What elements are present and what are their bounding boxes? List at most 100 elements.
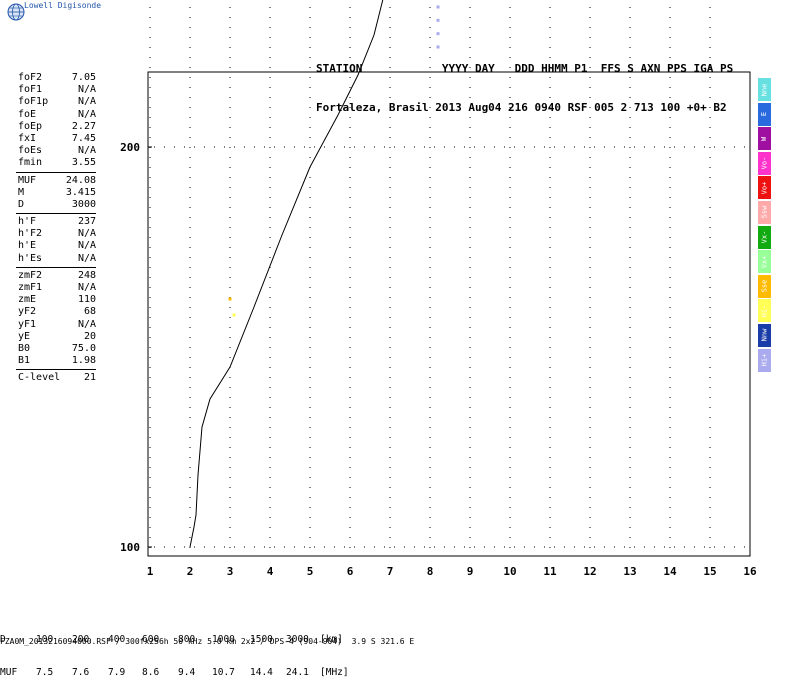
grid-dot	[310, 77, 311, 78]
grid-dot	[590, 297, 591, 298]
grid-dot	[590, 47, 591, 48]
grid-dot	[230, 227, 231, 228]
grid-dot	[350, 467, 351, 468]
grid-dot	[190, 67, 191, 68]
grid-dot	[190, 237, 191, 238]
grid-dot	[150, 27, 151, 28]
grid-dot	[510, 247, 511, 248]
grid-dot	[190, 517, 191, 518]
grid-dot	[230, 457, 231, 458]
grid-dot	[350, 197, 351, 198]
grid-dot	[150, 207, 151, 208]
grid-dot	[150, 427, 151, 428]
grid-dot	[150, 97, 151, 98]
grid-dot	[590, 277, 591, 278]
grid-dot	[350, 417, 351, 418]
grid-dot	[230, 177, 231, 178]
grid-dot	[270, 437, 271, 438]
grid-dot	[190, 277, 191, 278]
grid-dot	[510, 157, 511, 158]
grid-dot	[150, 47, 151, 48]
grid-dot	[390, 317, 391, 318]
grid-dot	[270, 377, 271, 378]
grid-dot	[430, 37, 431, 38]
grid-dot	[150, 527, 151, 528]
grid-dot	[590, 227, 591, 228]
grid-dot	[310, 307, 311, 308]
grid-dot	[510, 357, 511, 358]
grid-dot	[590, 107, 591, 108]
grid-dot	[430, 177, 431, 178]
grid-dot	[190, 227, 191, 228]
grid-dot	[190, 437, 191, 438]
grid-dot	[550, 147, 551, 148]
grid-dot	[470, 217, 471, 218]
grid-dot	[190, 37, 191, 38]
grid-dot	[510, 217, 511, 218]
grid-dot	[150, 227, 151, 228]
grid-dot	[190, 327, 191, 328]
grid-dot	[190, 447, 191, 448]
grid-dot	[550, 347, 551, 348]
grid-dot	[310, 57, 311, 58]
grid-dot	[430, 537, 431, 538]
grid-dot	[550, 167, 551, 168]
grid-dot	[470, 67, 471, 68]
grid-dot	[510, 447, 511, 448]
grid-dot	[590, 57, 591, 58]
grid-dot	[430, 267, 431, 268]
grid-dot	[510, 377, 511, 378]
grid-dot	[470, 27, 471, 28]
grid-dot	[190, 217, 191, 218]
grid-dot	[470, 507, 471, 508]
grid-dot	[470, 327, 471, 328]
grid-dot	[350, 187, 351, 188]
grid-dot	[390, 257, 391, 258]
grid-dot	[190, 367, 191, 368]
grid-dot	[590, 67, 591, 68]
grid-dot	[190, 457, 191, 458]
grid-dot	[350, 267, 351, 268]
grid-dot	[550, 357, 551, 358]
grid-dot	[350, 377, 351, 378]
grid-dot	[430, 167, 431, 168]
grid-dot	[390, 417, 391, 418]
grid-dot	[150, 357, 151, 358]
grid-dot	[590, 397, 591, 398]
grid-dot	[150, 507, 151, 508]
grid-dot	[550, 507, 551, 508]
grid-dot	[550, 517, 551, 518]
grid-dot	[390, 167, 391, 168]
grid-dot	[510, 387, 511, 388]
grid-dot	[270, 97, 271, 98]
grid-dot	[390, 157, 391, 158]
grid-dot	[390, 237, 391, 238]
grid-dot	[470, 287, 471, 288]
grid-dot	[270, 187, 271, 188]
grid-dot	[150, 517, 151, 518]
grid-dot	[550, 407, 551, 408]
grid-dot	[390, 107, 391, 108]
grid-dot	[150, 457, 151, 458]
grid-dot	[270, 297, 271, 298]
grid-dot	[230, 267, 231, 268]
grid-dot	[390, 517, 391, 518]
grid-dot	[390, 47, 391, 48]
grid-dot	[150, 67, 151, 68]
grid-dot	[230, 377, 231, 378]
grid-dot	[430, 347, 431, 348]
grid-dot	[590, 217, 591, 218]
grid-dot	[310, 327, 311, 328]
grid-dot	[590, 527, 591, 528]
grid-dot	[190, 97, 191, 98]
grid-dot	[190, 87, 191, 88]
grid-dot	[430, 467, 431, 468]
grid-dot	[430, 507, 431, 508]
grid-dot	[550, 257, 551, 258]
grid-dot	[550, 187, 551, 188]
grid-dot	[350, 297, 351, 298]
grid-dot	[470, 457, 471, 458]
grid-dot	[510, 547, 511, 548]
grid-dot	[390, 137, 391, 138]
grid-dot	[150, 337, 151, 338]
